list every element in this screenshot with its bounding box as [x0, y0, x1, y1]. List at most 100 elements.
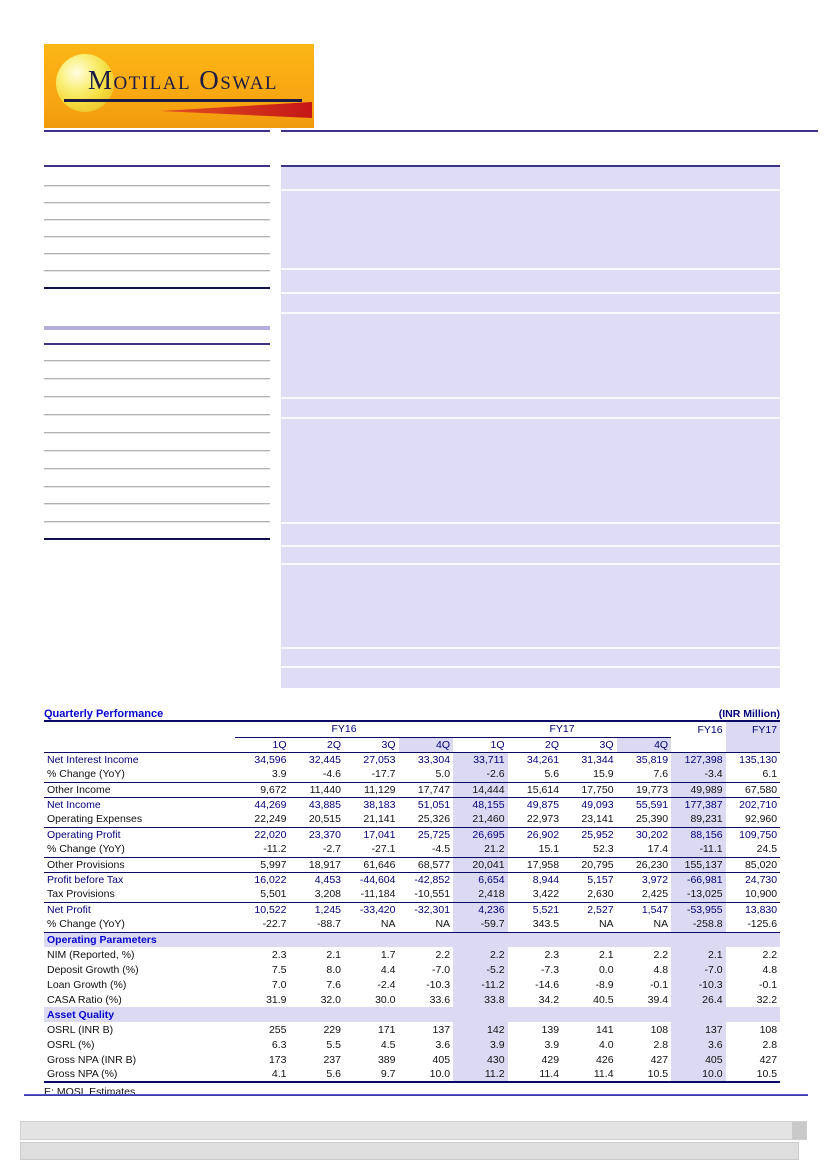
table-row: OSRL (INR B) 255 229 171 137 142 139 141 108 137 1… — [44, 1022, 780, 1037]
value-cell: -2.7 — [289, 842, 344, 858]
value-cell: 26,230 — [616, 857, 672, 873]
row-label: OSRL (INR B) — [47, 1023, 114, 1036]
row-label: % Change (YoY) — [44, 767, 235, 783]
value-cell: 10,900 — [725, 887, 781, 903]
value-cell: 0.0 — [598, 963, 614, 976]
table-header: FY16 FY17 FY16 FY17 1Q 2Q 3Q 4Q 1Q 2Q 3Q 4Q — [44, 722, 781, 753]
value-cell: 5,157 — [587, 873, 614, 886]
value-cell: 32.2 — [756, 993, 778, 1006]
value-cell: 6,654 — [453, 872, 508, 887]
value-cell: 33.8 — [453, 992, 508, 1007]
value-cell: 4.1 — [235, 1067, 290, 1083]
table-row: Net Profit 10,522 1,245 -33,420 -32,301 4,236… — [44, 902, 780, 917]
value-cell: 4.0 — [598, 1038, 614, 1051]
value-cell: 23,141 — [562, 812, 617, 828]
block-stripe — [281, 545, 780, 547]
group-header-row: FY16 FY17 FY16 FY17 — [44, 722, 781, 738]
value-cell: 33.6 — [429, 993, 451, 1006]
value-cell: 2.2 — [762, 948, 778, 961]
value-cell: 27,053 — [363, 753, 396, 766]
value-cell: 2,418 — [453, 887, 508, 903]
value-cell: -2.4 — [377, 978, 396, 991]
row-label: Other Provisions — [44, 857, 235, 873]
value-cell: 85,020 — [725, 857, 781, 873]
rule-line — [281, 130, 818, 132]
footer-bar-endcap — [792, 1122, 806, 1139]
value-cell: 32,445 — [308, 753, 341, 766]
value-cell: 2.3 — [544, 948, 560, 961]
block-stripe — [281, 563, 780, 565]
value-cell: -125.6 — [725, 917, 781, 933]
redacted-content-block — [281, 167, 780, 688]
value-cell: -7.3 — [540, 963, 560, 976]
table-footnote: E: MOSL Estimates — [44, 1086, 136, 1098]
value-cell: 21,141 — [344, 812, 399, 828]
value-cell: 6.1 — [725, 767, 781, 783]
value-cell: 22,973 — [507, 812, 563, 828]
rule-line — [44, 253, 270, 255]
row-label: Net Income — [47, 798, 101, 811]
value-cell: 92,960 — [725, 812, 781, 828]
value-cell: 10,522 — [254, 903, 287, 916]
value-cell: 4.8 — [762, 963, 778, 976]
value-cell: 3.6 — [435, 1038, 451, 1051]
value-cell: 127,398 — [671, 752, 726, 767]
value-cell: 52.3 — [562, 842, 617, 858]
value-cell: 26,695 — [453, 827, 508, 842]
header-cell — [44, 737, 235, 753]
value-cell: 20,795 — [562, 857, 617, 873]
value-cell: 33,304 — [417, 753, 451, 766]
table-row: % Change (YoY) -22.7 -88.7 NA NA -59.7 343.5 NA… — [44, 917, 781, 933]
value-cell: 21.2 — [453, 842, 508, 858]
value-cell: 5,501 — [235, 887, 290, 903]
quarter-header: 4Q — [398, 737, 454, 753]
value-cell: 10.0 — [398, 1067, 454, 1083]
value-cell: 5.6 — [289, 1067, 344, 1083]
rule-line — [44, 185, 270, 187]
value-cell: 11.4 — [562, 1067, 617, 1083]
value-cell: 405 — [432, 1053, 451, 1066]
value-cell: 20,515 — [289, 812, 344, 828]
rule-line — [44, 414, 270, 416]
value-cell: 2.8 — [762, 1038, 778, 1051]
value-cell: 427 — [759, 1053, 778, 1066]
value-cell: 25,390 — [616, 812, 672, 828]
value-cell: 2.1 — [671, 947, 726, 962]
rule-line — [44, 287, 270, 289]
row-label: % Change (YoY) — [44, 842, 235, 858]
value-cell: 31.9 — [266, 993, 287, 1006]
value-cell: NA — [562, 917, 617, 933]
value-cell: 33,711 — [453, 752, 508, 767]
value-cell: 38,183 — [363, 798, 396, 811]
header-cell — [44, 722, 235, 737]
value-cell: 2,630 — [562, 887, 617, 903]
block-stripe — [281, 522, 780, 524]
rule-line — [44, 503, 270, 505]
value-cell: 5.6 — [507, 767, 563, 783]
value-cell: 7.6 — [616, 767, 672, 783]
value-cell: 30.0 — [375, 993, 396, 1006]
value-cell: 3.9 — [235, 767, 290, 783]
value-cell: 26.4 — [671, 992, 726, 1007]
row-label: Gross NPA (INR B) — [47, 1053, 137, 1066]
value-cell: 61,646 — [344, 857, 399, 873]
footer-rule — [24, 1094, 808, 1096]
value-cell: -4.6 — [289, 767, 344, 783]
value-cell: 25,326 — [398, 812, 454, 828]
table-row: CASA Ratio (%) 31.9 32.0 30.0 33.6 33.8 34.2 40… — [44, 992, 780, 1007]
header-cell — [671, 737, 726, 753]
block-stripe — [281, 397, 780, 399]
table-row: Loan Growth (%) 7.0 7.6 -2.4 -10.3 -11.2 -14.6… — [44, 977, 780, 992]
value-cell: 15.9 — [562, 767, 617, 783]
value-cell: 177,387 — [671, 797, 726, 812]
value-cell: -11.1 — [671, 842, 726, 858]
row-label: NIM (Reported, %) — [47, 948, 135, 961]
value-cell: 427 — [650, 1053, 669, 1066]
value-cell: 3.6 — [671, 1037, 726, 1052]
value-cell: -11.2 — [235, 842, 290, 858]
value-cell: 137 — [671, 1022, 726, 1037]
quarter-header: 2Q — [507, 737, 563, 753]
value-cell: 25,952 — [581, 828, 614, 841]
value-cell: 15.1 — [507, 842, 563, 858]
